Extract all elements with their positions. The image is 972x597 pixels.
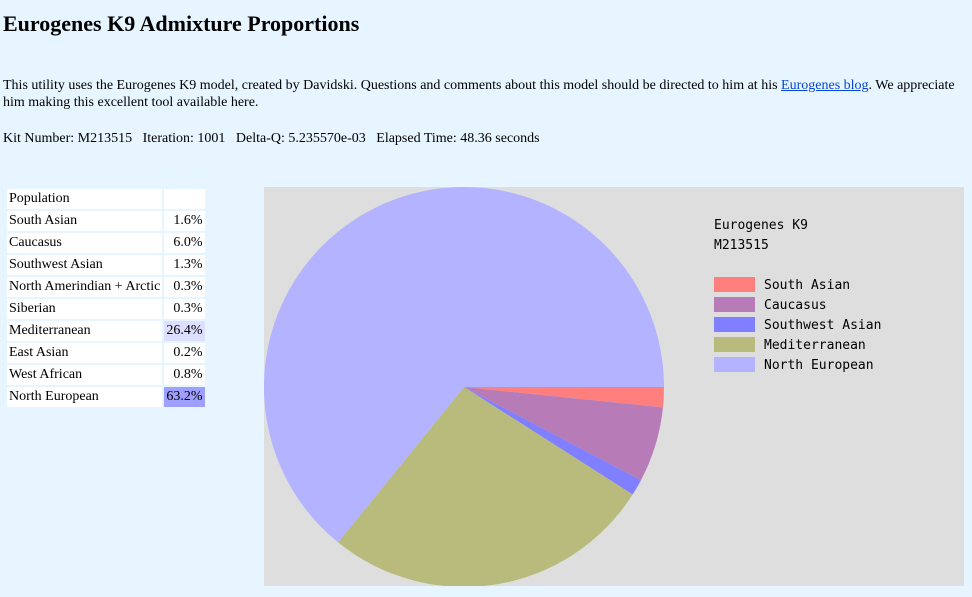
- population-name: North Amerindian + Arctic: [7, 277, 163, 297]
- population-value: 26.4%: [164, 321, 205, 341]
- table-row: West African 0.8%: [7, 365, 205, 385]
- table-row: Southwest Asian 1.3%: [7, 255, 205, 275]
- pie-slice-southwest-asian: [464, 387, 641, 495]
- pie-chart: Eurogenes K9 M213515 South Asian Caucasus…: [264, 187, 881, 586]
- intro-text-1: This utility uses the Eurogenes K9 model…: [3, 78, 782, 93]
- eurogenes-blog-link[interactable]: Eurogenes blog: [781, 78, 869, 93]
- population-name: West African: [7, 365, 163, 385]
- population-name: North European: [7, 387, 163, 407]
- population-header: Population: [7, 189, 163, 209]
- legend-label: North European: [764, 358, 874, 373]
- table-row: South Asian 1.6%: [7, 211, 205, 231]
- population-value: 63.2%: [164, 387, 205, 407]
- legend-label: Mediterranean: [764, 338, 866, 353]
- population-table: Population South Asian 1.6% Caucasus 6.0% So…: [5, 187, 207, 409]
- legend-swatch: [714, 357, 755, 372]
- legend-label: South Asian: [764, 278, 850, 293]
- population-value: 6.0%: [164, 233, 205, 253]
- chart-subtitle: M213515: [714, 238, 769, 253]
- population-name: South Asian: [7, 211, 163, 231]
- table-row: North Amerindian + Arctic 0.3%: [7, 277, 205, 297]
- pie-slice-north-european: [264, 187, 664, 543]
- table-row: North European 63.2%: [7, 387, 205, 407]
- table-row: Mediterranean 26.4%: [7, 321, 205, 341]
- population-name: East Asian: [7, 343, 163, 363]
- table-header-row: Population: [7, 189, 205, 209]
- value-header: [164, 189, 205, 209]
- table-row: Caucasus 6.0%: [7, 233, 205, 253]
- legend-swatch: [714, 297, 755, 312]
- legend-swatch: [714, 277, 755, 292]
- population-name: Mediterranean: [7, 321, 163, 341]
- population-value: 1.6%: [164, 211, 205, 231]
- population-value: 0.3%: [164, 277, 205, 297]
- population-value: 0.2%: [164, 343, 205, 363]
- population-name: Caucasus: [7, 233, 163, 253]
- chart-legend: South Asian Caucasus Southwest Asian Medite…: [714, 277, 881, 373]
- population-value: 0.3%: [164, 299, 205, 319]
- pie-chart-panel: Eurogenes K9 M213515 South Asian Caucasus…: [264, 187, 964, 586]
- kit-info-line: Kit Number: M213515 Iteration: 1001 Delt…: [3, 131, 540, 146]
- pie-slice-caucasus: [464, 387, 663, 481]
- population-value: 1.3%: [164, 255, 205, 275]
- pie-slice-south-asian: [464, 387, 664, 408]
- pie-slice-mediterranean: [338, 387, 633, 586]
- page-title: Eurogenes K9 Admixture Proportions: [3, 11, 360, 36]
- legend-swatch: [714, 317, 755, 332]
- table-row: East Asian 0.2%: [7, 343, 205, 363]
- intro-text-2: . We appreciate him making this excellen…: [3, 78, 955, 110]
- population-value: 0.8%: [164, 365, 205, 385]
- population-table-body: Population South Asian 1.6% Caucasus 6.0% So…: [7, 189, 205, 407]
- population-name: Siberian: [7, 299, 163, 319]
- legend-label: Southwest Asian: [764, 318, 881, 333]
- population-name: Southwest Asian: [7, 255, 163, 275]
- chart-title: Eurogenes K9: [714, 218, 808, 233]
- intro-paragraph: This utility uses the Eurogenes K9 model…: [3, 77, 972, 111]
- legend-swatch: [714, 337, 755, 352]
- pie-slices: [264, 187, 664, 586]
- table-row: Siberian 0.3%: [7, 299, 205, 319]
- legend-label: Caucasus: [764, 298, 827, 313]
